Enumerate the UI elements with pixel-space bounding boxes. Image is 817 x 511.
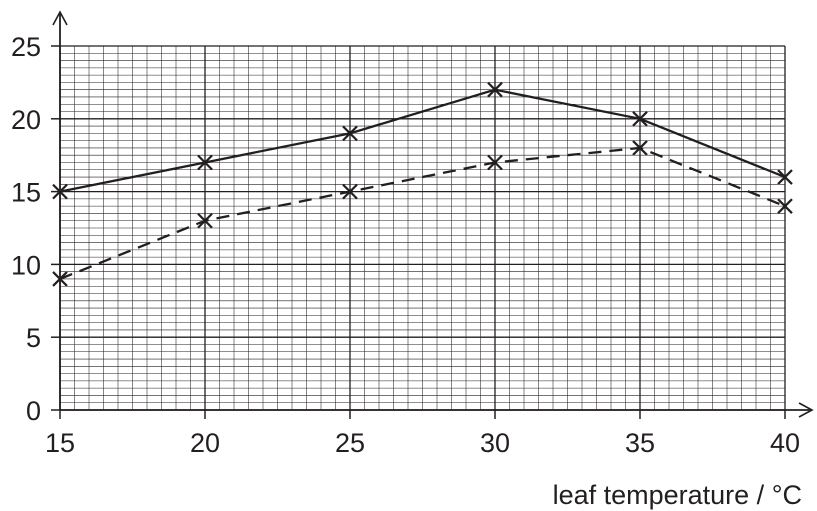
y-tick-label: 5 [26, 323, 41, 353]
marker-stroke [487, 81, 503, 98]
marker-stroke [197, 154, 213, 171]
data-point-marker [487, 81, 503, 98]
marker-stroke [342, 183, 358, 200]
data-point-marker [197, 212, 213, 229]
y-tick-label: 0 [26, 396, 41, 426]
y-axis-arrow [52, 10, 68, 26]
data-point-marker [777, 198, 793, 214]
axes [51, 10, 814, 419]
x-tick-label: 20 [190, 428, 220, 458]
x-tick-label: 35 [625, 428, 655, 458]
x-tick-label: 30 [480, 428, 510, 458]
solid-series-line [59, 88, 786, 193]
x-tick-label: 15 [45, 428, 75, 458]
series-group [52, 81, 793, 287]
marker-stroke [52, 271, 68, 287]
marker-stroke [632, 111, 648, 127]
data-point-marker [342, 183, 358, 200]
data-point-marker [197, 154, 213, 171]
data-point-marker [52, 271, 68, 287]
data-point-marker [777, 169, 793, 185]
data-point-marker [52, 183, 68, 200]
data-point-marker [342, 125, 358, 142]
tick-labels: 0 5 10 15 20 25 15 20 25 30 35 40 [11, 32, 800, 458]
data-point-marker [487, 154, 503, 171]
marker-stroke [197, 212, 213, 229]
y-tick-label: 10 [11, 250, 41, 280]
x-tick-label: 40 [770, 428, 800, 458]
x-axis-label: leaf temperature / °C [553, 480, 802, 510]
y-tick-label: 15 [11, 178, 41, 208]
x-tick-label: 25 [335, 428, 365, 458]
x-axis-arrow [798, 402, 814, 418]
grid [59, 45, 786, 411]
y-tick-label: 20 [11, 105, 41, 135]
data-point-marker [632, 111, 648, 127]
marker-stroke [632, 140, 648, 156]
marker-stroke [342, 125, 358, 142]
data-point-marker [632, 140, 648, 156]
marker-stroke [777, 169, 793, 185]
dashed-series-line [59, 146, 786, 281]
y-tick-label: 25 [11, 32, 41, 62]
marker-stroke [487, 154, 503, 171]
marker-stroke [52, 183, 68, 200]
marker-stroke [777, 198, 793, 214]
